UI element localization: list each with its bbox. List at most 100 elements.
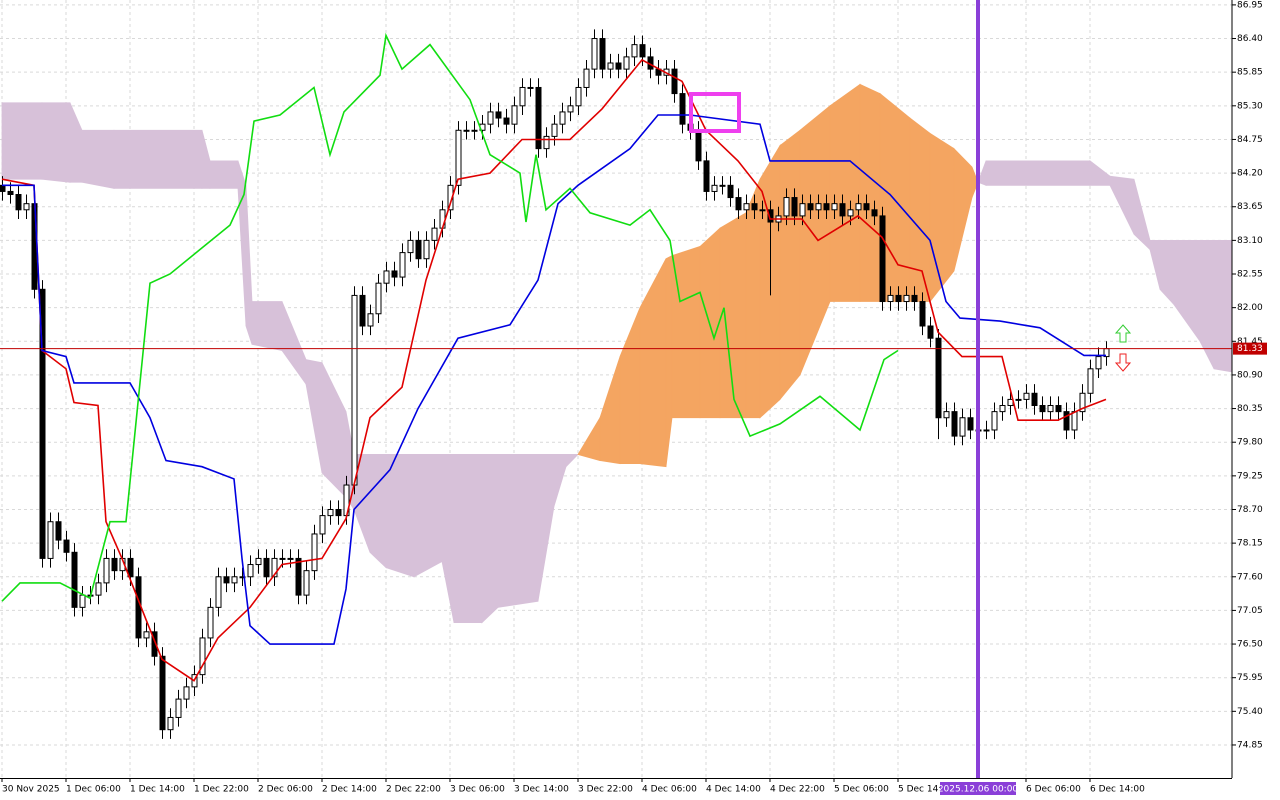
candle-body	[767, 209, 774, 223]
indicator-line	[1, 58, 1107, 682]
candle-body	[7, 190, 14, 195]
x-tick-label: 2 Dec 22:00	[386, 785, 441, 795]
candle-body	[1039, 405, 1046, 413]
candle-body	[967, 417, 974, 431]
y-tick-label: 82.55	[1237, 270, 1263, 280]
y-tick-label: 81.45	[1237, 337, 1263, 347]
candle-body	[159, 655, 166, 731]
y-tick-label: 77.60	[1237, 572, 1263, 582]
candle-body	[263, 557, 270, 578]
candle-layer	[0, 29, 1110, 739]
candle-body	[903, 294, 910, 303]
candle-body	[127, 557, 134, 578]
candle-body	[0, 184, 6, 192]
x-tick-label: 2 Dec 14:00	[322, 785, 377, 795]
candle-body	[135, 576, 142, 639]
candle-body	[1055, 405, 1062, 413]
y-tick-label: 74.85	[1237, 740, 1263, 750]
cloud-segment	[81, 129, 115, 189]
candle-body	[63, 539, 70, 553]
candle-body	[327, 508, 334, 517]
y-tick-label: 85.85	[1237, 68, 1263, 78]
candle-body	[887, 294, 894, 303]
candle-body	[727, 184, 734, 199]
candle-body	[855, 203, 862, 211]
x-tick-label: 1 Dec 06:00	[66, 785, 121, 795]
candle-body	[103, 557, 110, 584]
y-tick-label: 86.40	[1237, 34, 1263, 44]
candle-body	[639, 44, 646, 58]
y-tick-label: 76.50	[1237, 640, 1263, 650]
candle-body	[831, 203, 838, 211]
candle-body	[943, 411, 950, 419]
candle-body	[847, 209, 854, 217]
indicator-line	[2, 114, 1106, 645]
cloud-segment	[745, 179, 761, 419]
cloud-segment	[41, 102, 71, 183]
cloud-segment	[385, 454, 415, 578]
sell-arrow	[1114, 353, 1132, 372]
candle-body	[991, 411, 998, 431]
cloud-segment	[481, 454, 499, 624]
candle-body	[1047, 405, 1054, 413]
candle-body	[559, 111, 566, 125]
cloud-layer	[1, 83, 1233, 624]
cloud-segment	[829, 83, 861, 302]
candle-body	[79, 594, 86, 608]
line-layer	[1, 32, 1107, 682]
candle-body	[679, 93, 686, 125]
candle-body	[895, 294, 902, 303]
buy-arrow	[1114, 324, 1132, 343]
candle-body	[759, 209, 766, 212]
candle-body	[535, 86, 542, 150]
candle-body	[255, 557, 262, 566]
candle-body	[71, 551, 78, 608]
candle-body	[423, 239, 430, 260]
candle-body	[751, 203, 758, 211]
candle-body	[799, 203, 806, 217]
candle-body	[959, 417, 966, 437]
candle-body	[47, 521, 54, 559]
candle-body	[1031, 392, 1038, 407]
candle-body	[527, 86, 534, 89]
cloud-segment	[1, 102, 43, 180]
y-tick-label: 75.40	[1237, 707, 1263, 717]
x-tick-label: 3 Dec 06:00	[450, 785, 505, 795]
candle-body	[567, 105, 574, 113]
x-tick-label: 6 Dec 06:00	[1026, 785, 1081, 795]
candle-body	[39, 288, 46, 559]
candle-body	[335, 508, 342, 517]
candle-body	[143, 631, 150, 639]
grid-layer	[0, 0, 1232, 778]
candle-body	[911, 294, 918, 303]
candle-body	[319, 515, 326, 535]
candle-body	[823, 203, 830, 211]
candle-body	[247, 564, 254, 578]
y-tick-label: 84.75	[1237, 135, 1263, 145]
candle-body	[839, 203, 846, 217]
candle-body	[935, 337, 942, 419]
overlay-layer	[0, 0, 1232, 778]
candle-body	[487, 111, 494, 125]
cloud-segment	[859, 83, 881, 302]
last-price-label: 81.33	[1237, 344, 1263, 354]
candle-body	[863, 203, 870, 211]
y-tick-label: 79.25	[1237, 471, 1263, 481]
candle-body	[735, 197, 742, 211]
candle-body	[879, 215, 886, 303]
candle-body	[575, 86, 582, 107]
x-tick-label: 30 Nov 2025	[2, 785, 60, 795]
candle-body	[311, 533, 318, 572]
x-tick-label: 4 Dec 06:00	[642, 785, 697, 795]
x-tick-label: 5 Dec 06:00	[834, 785, 889, 795]
y-tick-label: 85.30	[1237, 101, 1263, 111]
x-tick-label: 2 Dec 06:00	[258, 785, 313, 795]
candle-body	[231, 576, 238, 584]
candle-body	[743, 203, 750, 211]
candle-body	[271, 557, 278, 578]
cloud-segment	[671, 245, 701, 419]
candle-body	[623, 56, 630, 70]
candle-body	[455, 129, 462, 186]
